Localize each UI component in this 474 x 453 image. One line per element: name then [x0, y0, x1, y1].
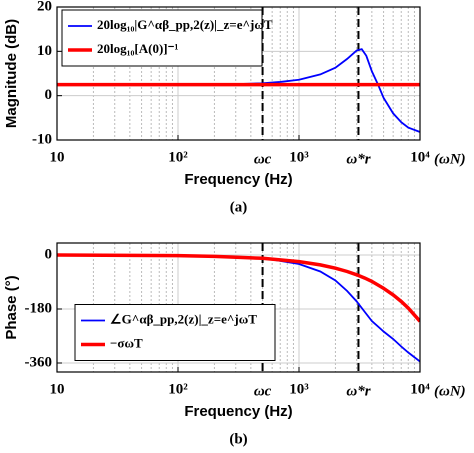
x-axis-label: Frequency (Hz) — [184, 171, 292, 188]
legend-box — [61, 9, 263, 67]
x-tick-label: 10² — [168, 149, 188, 165]
y-tick-label: 10 — [37, 43, 52, 59]
plot-frame — [56, 242, 421, 373]
x-tick-label: 10 — [50, 149, 65, 165]
x-tick-annotation: (ωN) — [434, 151, 466, 167]
marker-label: ωc — [254, 383, 272, 399]
y-tick-label: 20 — [37, 0, 52, 14]
legend-label: ∠G^αβ_pp,2(z)|_z=e^jωT — [110, 311, 257, 326]
subplot: 10 10² 10³ 10⁴ (ωN) 0 -180 -360 ωc ω*r ∠G^αβ_pp,2(… — [3, 242, 466, 447]
marker-label: ω*r — [346, 151, 370, 167]
y-tick-label: -10 — [32, 131, 52, 147]
marker-label: ωc — [254, 151, 272, 167]
x-axis-label: Frequency (Hz) — [184, 403, 292, 420]
legend-label: 20log₁₀|G^αβ_pp,2(z)|_z=e^jωT — [97, 17, 273, 32]
legend-label: 20log₁₀[A(0)]⁻¹ — [97, 41, 178, 56]
y-axis-label: Phase (°) — [3, 275, 20, 339]
x-tick-label: 10³ — [289, 149, 309, 165]
subplot-title: (a) — [230, 199, 248, 215]
x-tick-annotation: (ωN) — [434, 383, 466, 399]
x-tick-label: 10⁴ — [410, 381, 430, 397]
plot-frame — [56, 6, 421, 141]
subplot: 10 10² 10³ 10⁴ (ωN) 20 10 0 -10 ωc ω*r 20log₁₀|G^αβ… — [3, 0, 466, 215]
legend-label: −σωT — [110, 335, 143, 350]
x-tick-label: 10² — [168, 381, 188, 397]
y-tick-label: 0 — [45, 87, 53, 103]
y-tick-label: 0 — [45, 246, 53, 262]
y-tick-label: -180 — [25, 300, 53, 316]
x-tick-label: 10⁴ — [410, 149, 430, 165]
x-tick-label: 10 — [50, 381, 65, 397]
marker-label: ω*r — [346, 383, 370, 399]
subplot-title: (b) — [229, 431, 247, 447]
legend-box — [74, 304, 276, 361]
x-tick-label: 10³ — [289, 381, 309, 397]
y-tick-label: -360 — [25, 354, 53, 370]
series-line — [57, 253, 420, 323]
y-axis-label: Magnitude (dB) — [3, 19, 20, 128]
